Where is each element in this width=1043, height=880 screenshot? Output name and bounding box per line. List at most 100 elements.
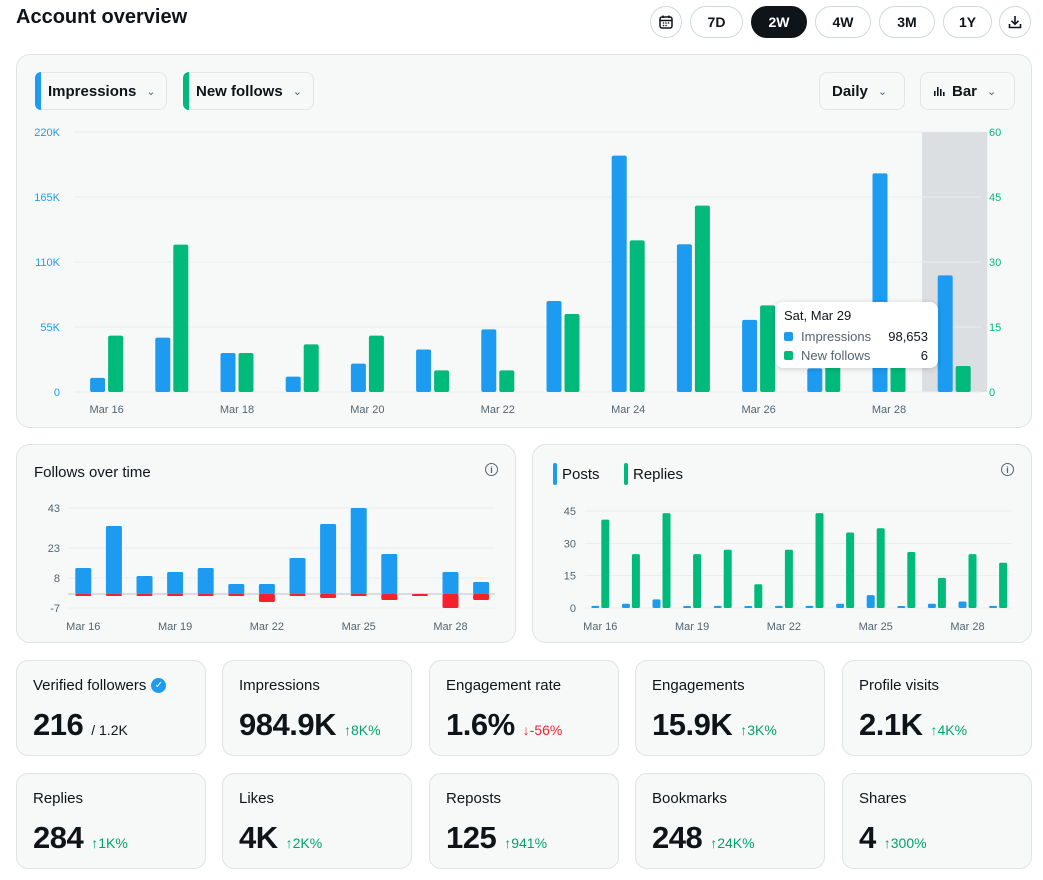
- unfollows-bar: [473, 594, 490, 600]
- y-tick-label: 8: [54, 573, 60, 585]
- x-tick-label: Mar 18: [220, 404, 254, 416]
- bar-chart-icon: [934, 87, 945, 96]
- tooltip-date: Sat, Mar 29: [784, 308, 852, 323]
- y-tick-label: -7: [50, 603, 60, 615]
- x-tick-label: Mar 19: [158, 621, 192, 633]
- stat-card[interactable]: Likes 4K ↑2K%: [222, 773, 412, 869]
- tooltip-swatch-follows: [784, 351, 793, 360]
- info-icon[interactable]: i: [1001, 463, 1014, 476]
- stat-card[interactable]: Shares 4 ↑300%: [842, 773, 1032, 869]
- tooltip-row-follows: New follows 6: [784, 348, 928, 363]
- stat-card[interactable]: Bookmarks 248 ↑24K%: [635, 773, 825, 869]
- impressions-bar: [742, 319, 758, 392]
- follows-over-time-chart[interactable]: 43 23 8 -7 Mar 16 Mar 19 Mar 22 Mar 25 Mar 28: [0, 0, 520, 645]
- new-follows-bar: [173, 244, 189, 392]
- follows-bar: [350, 508, 367, 594]
- info-icon[interactable]: i: [485, 463, 498, 476]
- new-follows-bar: [760, 305, 776, 392]
- chevron-down-icon: ⌄: [146, 85, 156, 98]
- metric-right-label: New follows: [196, 82, 283, 100]
- calendar-button[interactable]: [650, 6, 682, 38]
- follows-bar: [258, 584, 275, 594]
- calendar-icon: [659, 15, 673, 29]
- x-tick-label: Mar 20: [350, 404, 384, 416]
- stat-delta: ↑8K%: [343, 722, 381, 738]
- stat-label: Impressions: [239, 677, 320, 694]
- stat-label: Profile visits: [859, 677, 939, 694]
- stat-card[interactable]: Profile visits 2.1K ↑4K%: [842, 660, 1032, 756]
- stat-value: 4 ↑300%: [859, 820, 927, 856]
- interval-dropdown[interactable]: Daily ⌄: [819, 72, 905, 110]
- unfollows-bar: [411, 594, 428, 596]
- stat-card[interactable]: Impressions 984.9K ↑8K%: [222, 660, 412, 756]
- impressions-bar: [807, 368, 823, 392]
- y-tick-label: 43: [48, 503, 60, 515]
- stat-delta: ↑3K%: [740, 722, 777, 738]
- tooltip-row-impressions: Impressions 98,653: [784, 329, 928, 344]
- stat-value: 4K ↑2K%: [239, 820, 322, 856]
- tooltip-follows-label: New follows: [801, 348, 871, 363]
- stat-card[interactable]: Engagements 15.9K ↑3K%: [635, 660, 825, 756]
- impressions-bar: [611, 155, 627, 392]
- stat-value-text: 2.1K: [859, 707, 923, 742]
- stat-card[interactable]: Reposts 125 ↑941%: [429, 773, 619, 869]
- follows-bar: [442, 572, 459, 594]
- chart-type-dropdown[interactable]: Bar ⌄: [920, 72, 1015, 110]
- x-tick-label: Mar 16: [66, 621, 100, 633]
- replies-color-bar: [624, 463, 628, 485]
- unfollows-bar: [136, 594, 153, 596]
- x-tick-label: Mar 28: [872, 404, 906, 416]
- range-1y-button[interactable]: 1Y: [943, 6, 992, 38]
- stat-delta: ↑4K%: [930, 722, 968, 738]
- unfollows-bar: [105, 594, 122, 596]
- stat-value: 248 ↑24K%: [652, 820, 755, 856]
- posts-bar: [652, 599, 661, 608]
- y-tick-label: 23: [48, 543, 60, 555]
- posts-replies-chart[interactable]: 0 15 30 45 Mar 16 Mar 19 Mar 22 Mar 25 Mar 28: [0, 0, 1043, 645]
- range-2w-button[interactable]: 2W: [751, 6, 807, 38]
- posts-bar: [744, 606, 753, 608]
- new-follows-bar: [368, 335, 384, 392]
- stat-card[interactable]: Replies 284 ↑1K%: [16, 773, 206, 869]
- tooltip-swatch-impressions: [784, 332, 793, 341]
- stat-value: 15.9K ↑3K%: [652, 707, 777, 743]
- legend-posts[interactable]: Posts: [553, 463, 600, 485]
- unfollows-bar: [197, 594, 214, 596]
- stat-label-text: Engagement rate: [446, 677, 562, 694]
- replies-bar: [723, 549, 732, 608]
- replies-bar: [815, 513, 824, 608]
- metric-right-dropdown[interactable]: New follows ⌄: [183, 72, 314, 110]
- metric-left-dropdown[interactable]: Impressions ⌄: [35, 72, 167, 110]
- y-left-tick-label: 0: [54, 387, 60, 399]
- chevron-down-icon: ⌄: [987, 85, 997, 98]
- metric-right-color: [183, 72, 189, 110]
- x-tick-label: Mar 25: [859, 621, 893, 633]
- new-follows-bar: [238, 353, 254, 392]
- verified-badge-icon: ✓: [151, 678, 167, 693]
- new-follows-bar: [564, 314, 580, 392]
- replies-bar: [693, 554, 702, 608]
- stat-label: Likes: [239, 790, 274, 807]
- stat-card[interactable]: Engagement rate 1.6% ↓-56%: [429, 660, 619, 756]
- range-4w-button[interactable]: 4W: [815, 6, 871, 38]
- stat-delta: ↓-56%: [522, 722, 563, 738]
- stat-delta: ↑1K%: [91, 835, 128, 851]
- legend-replies[interactable]: Replies: [624, 463, 683, 485]
- follows-bar: [381, 554, 398, 594]
- stat-card[interactable]: Verified followers ✓ 216 / 1.2K: [16, 660, 206, 756]
- y-right-tick-label: 30: [989, 257, 1001, 269]
- stat-label: Replies: [33, 790, 83, 807]
- range-7d-button[interactable]: 7D: [690, 6, 743, 38]
- replies-bar: [937, 577, 946, 608]
- stat-label: Engagements: [652, 677, 745, 694]
- stat-label: Shares: [859, 790, 907, 807]
- range-3m-button[interactable]: 3M: [879, 6, 935, 38]
- y-left-tick-label: 55K: [40, 322, 60, 334]
- stat-delta: ↑24K%: [710, 835, 755, 851]
- posts-bar: [683, 606, 692, 608]
- replies-bar: [846, 532, 855, 608]
- stat-value: 284 ↑1K%: [33, 820, 128, 856]
- download-button[interactable]: [999, 6, 1031, 38]
- unfollows-bar: [228, 594, 245, 596]
- stat-label-text: Verified followers: [33, 677, 147, 694]
